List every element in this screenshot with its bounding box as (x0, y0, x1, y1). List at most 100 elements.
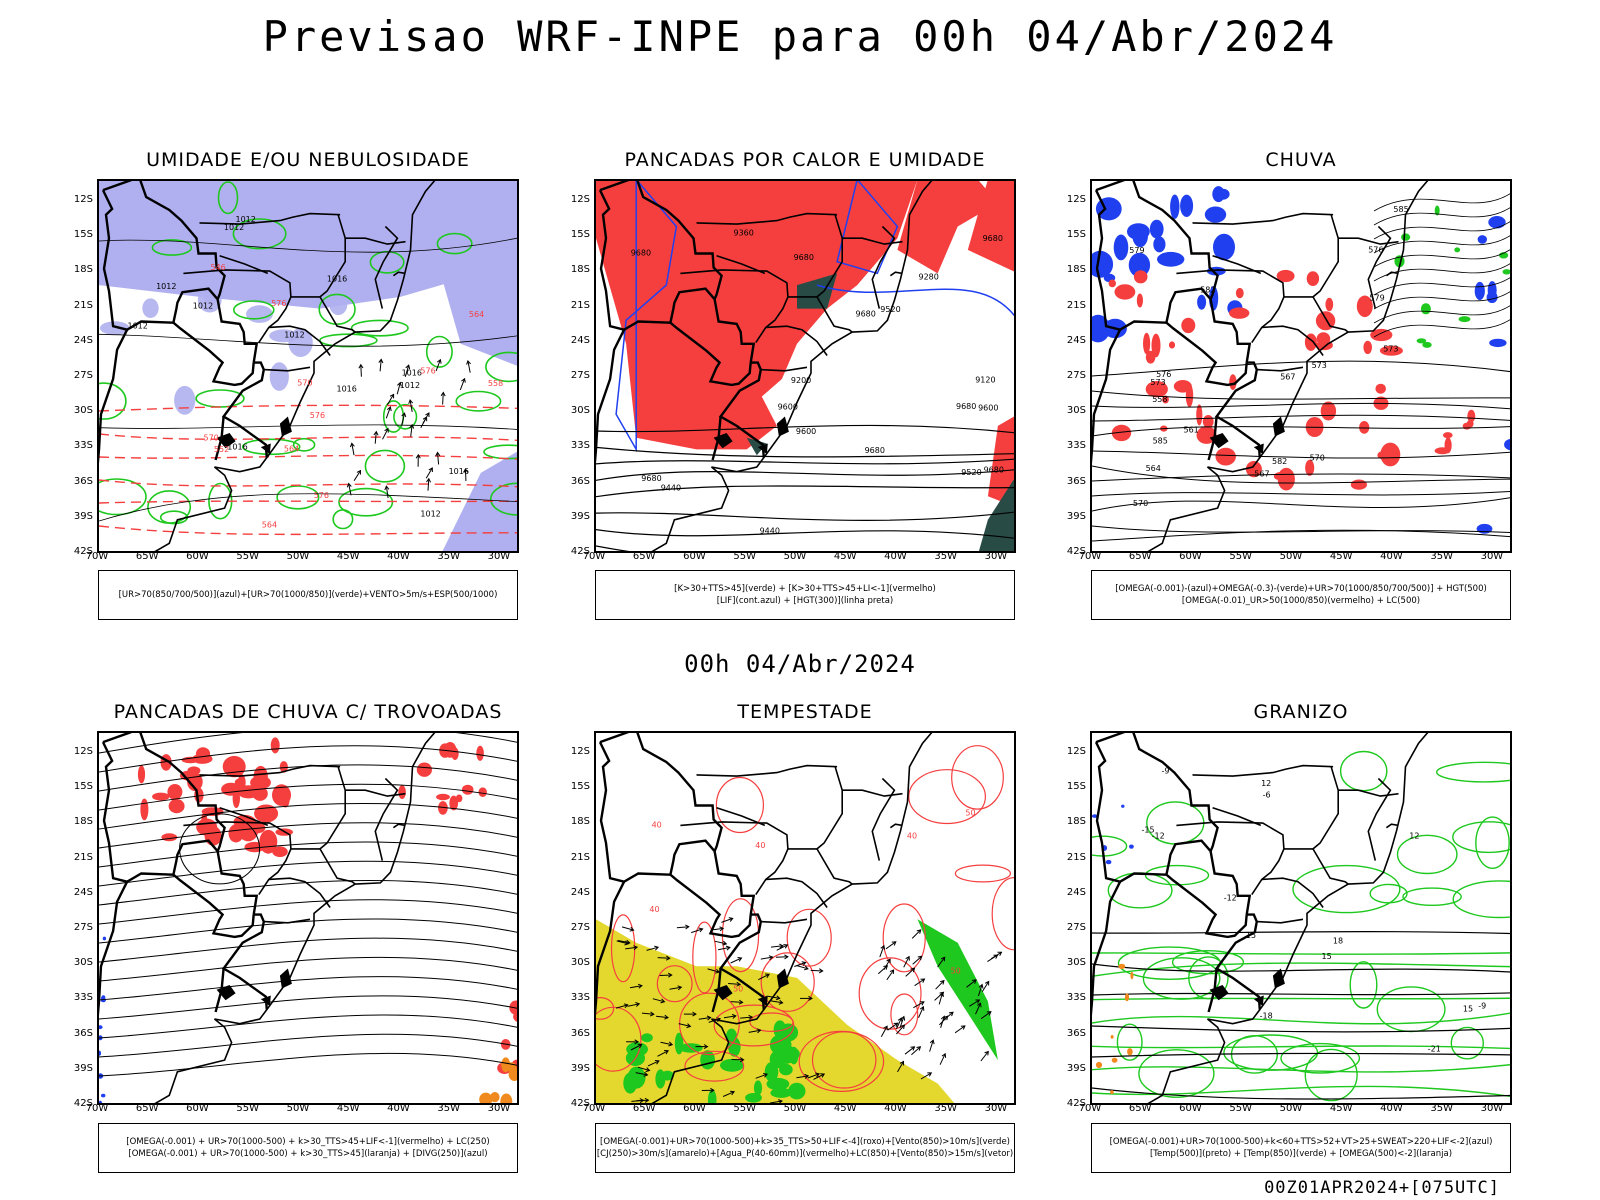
contour-label: 579 (1369, 294, 1384, 303)
streamline (99, 956, 517, 982)
rain-omega-area (1489, 338, 1507, 348)
lat-tick-label: 21S (1066, 851, 1086, 863)
lat-tick-label: 12S (570, 194, 590, 205)
lat-tick-label: 36S (1066, 475, 1086, 487)
wind-vector (917, 955, 923, 961)
wind-vector (637, 1043, 643, 1049)
wind-vector (758, 973, 770, 981)
country-border (598, 741, 671, 883)
wind-vector (634, 1039, 640, 1045)
state-border (268, 877, 331, 908)
map-pancadas-de-chuva-c-trovoadas (97, 731, 519, 1105)
lat-tick-label: 33S (570, 440, 590, 452)
country-border (1165, 287, 1248, 387)
temperature-850-contour (1339, 750, 1388, 792)
wind-vector (718, 946, 730, 951)
wind-vector (728, 917, 734, 922)
lake (1253, 443, 1264, 455)
country-border (718, 913, 765, 1010)
contour-label: 1012 (128, 321, 148, 330)
lat-tick-label: 33S (73, 992, 93, 1004)
contour-label: 9680 (983, 234, 1003, 243)
geopotential-height-contour (596, 446, 1014, 458)
wind-vector (665, 955, 671, 961)
low-level-humidity-contour (485, 351, 517, 383)
wind-vector (738, 999, 744, 1005)
thunderstorm-area (222, 755, 246, 778)
lon-tick-label: 60W (1179, 1103, 1202, 1114)
geopotential-height-contour (596, 511, 1014, 521)
wind-vector (627, 1003, 640, 1007)
contour-label: 9120 (975, 376, 995, 385)
legend-line: [OMEGA(-0.001)+UR>70(1000-500)+k<60+TTS>… (1109, 1137, 1493, 1147)
legend-line: [Temp(500)](preto) + [Temp(850)](verde) … (1149, 1149, 1453, 1159)
omega-area (1110, 1035, 1114, 1039)
geography-layer (1092, 733, 1429, 1103)
wind-vector (384, 485, 390, 491)
state-border (765, 325, 828, 356)
coastline (154, 181, 436, 551)
precipitable-water-contour (786, 908, 832, 967)
rain-humidity-area (1162, 395, 1169, 404)
contour-label: 564 (262, 521, 277, 530)
contour-label: 15 (1463, 1005, 1473, 1014)
rain-humidity-area (1316, 332, 1331, 346)
streamline (99, 995, 517, 1020)
lat-tick-label: 36S (73, 475, 93, 487)
rain-omega-area (1153, 236, 1166, 253)
rain-humidity-area (1325, 297, 1334, 312)
lon-tick-label: 45W (1329, 1103, 1353, 1114)
wind-vector (396, 382, 401, 395)
lat-tick-label: 21S (570, 299, 590, 311)
streamline (99, 899, 517, 925)
pressure-contour (99, 237, 517, 253)
wind-vector (912, 955, 923, 965)
lake (776, 416, 789, 437)
geopotential-height-contour (1373, 263, 1510, 282)
rain-humidity-area (1196, 404, 1203, 426)
wind-vector (783, 944, 789, 949)
lat-tick-label: 39S (570, 1062, 590, 1074)
wind-vector (405, 364, 411, 370)
streamline (99, 1052, 517, 1077)
thickness-contour (99, 433, 517, 441)
rain-humidity-area (1168, 341, 1176, 349)
wind-vector (691, 928, 703, 934)
lake (279, 968, 292, 989)
low-level-humidity-contour (455, 390, 502, 412)
hail-area (1129, 844, 1134, 849)
lon-tick-label: 50W (286, 551, 310, 562)
country-border (102, 181, 226, 300)
wind-vector (939, 1015, 948, 1026)
wind-vector (740, 1016, 753, 1019)
thunderstorm-area (140, 798, 149, 821)
wind-vector (649, 1011, 655, 1017)
humidity-area (197, 287, 222, 313)
precipitable-water-contour (749, 1012, 794, 1032)
rain-omega-area (1170, 194, 1180, 219)
thunderstorm-strong-area (479, 1092, 493, 1103)
wind-vector (644, 1097, 650, 1103)
state-border (787, 214, 843, 298)
geopotential-height-contour (1373, 291, 1510, 310)
contour-label: 576 (420, 366, 435, 375)
country-border (172, 839, 255, 939)
lon-tick-label: 70W (582, 551, 606, 562)
contour-label: 576 (314, 491, 329, 500)
legend-line: [OMEGA(-0.001)+UR>70(1000-500)+k>35_TTS>… (600, 1137, 1010, 1147)
humidity-area (142, 298, 159, 318)
legend-line: [OMEGA(-0.001)-(azul)+OMEGA(-0.3)-(verde… (1115, 584, 1487, 594)
wind-vector (397, 381, 402, 387)
wind-vector (660, 998, 666, 1004)
low-level-humidity-contour (233, 300, 275, 320)
lon-tick-label: 35W (934, 551, 957, 562)
geopotential-height-contour (1373, 207, 1510, 226)
lat-tick-label: 36S (73, 1027, 93, 1039)
state-border (1256, 918, 1304, 924)
rain-heavy-area (1502, 269, 1510, 275)
geopotential-height-contour (1373, 249, 1510, 268)
lake (776, 968, 789, 989)
temperature-850-contour (1349, 961, 1378, 1009)
wind-vector (635, 1002, 641, 1007)
lat-tick-label: 12S (73, 746, 93, 757)
